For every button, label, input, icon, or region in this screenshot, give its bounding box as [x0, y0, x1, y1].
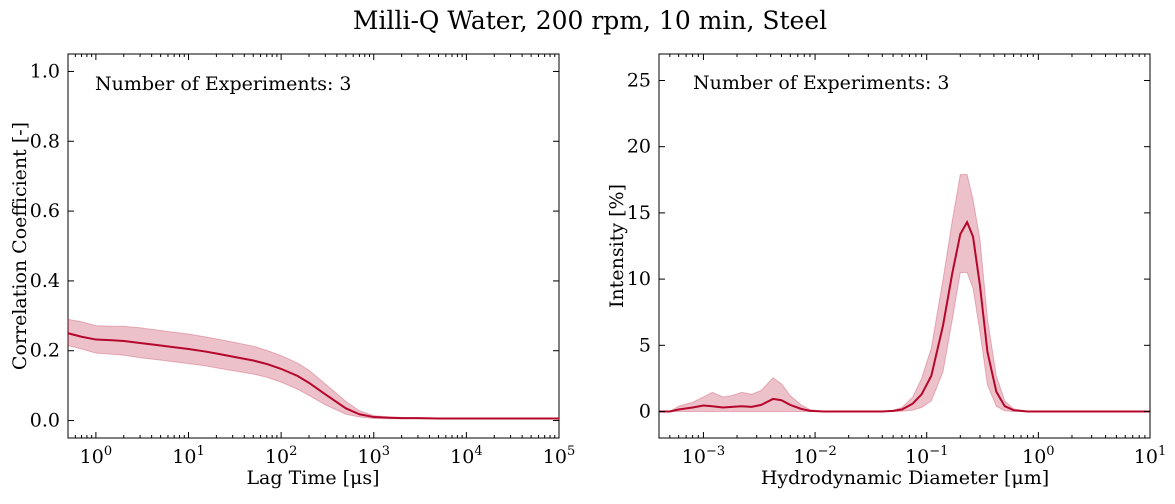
x-axis-label: Lag Time [μs]	[246, 467, 379, 489]
size-distribution-plot: 10−3 10−2 10−1 100 101 0 5 10 15 20 25 Number of E…	[606, 53, 1166, 489]
x-tick-label: 10−3	[682, 444, 725, 468]
y-tick-label: 0	[639, 401, 651, 423]
confidence-band	[67, 318, 560, 420]
annotation-text: Number of Experiments: 3	[95, 73, 351, 95]
y-axis-label: Intensity [%]	[606, 184, 628, 308]
tick-layer: 10−3 10−2 10−1 100 101 0 5 10 15 20 25	[627, 54, 1166, 468]
x-tick-label: 101	[1134, 444, 1166, 468]
annotation-text: Number of Experiments: 3	[693, 72, 949, 94]
tick-layer: 100 101 102 103 104 105 0.0 0.2 0.4 0.6 0.8 1.0	[30, 54, 575, 468]
y-axis-label: Correlation Coefficient [-]	[9, 122, 31, 370]
mean-line	[659, 219, 1150, 413]
plot-frame	[658, 53, 1151, 439]
x-tick-label: 103	[358, 444, 390, 468]
y-tick-label: 0.2	[30, 340, 60, 362]
y-tick-label: 0.0	[30, 410, 60, 432]
x-tick-label: 105	[543, 444, 575, 468]
line-layer	[659, 219, 1150, 413]
band-layer	[67, 318, 560, 420]
x-tick-label: 104	[450, 444, 482, 468]
confidence-band	[659, 174, 1150, 413]
y-tick-label: 5	[639, 334, 651, 356]
y-tick-label: 0.6	[30, 200, 60, 222]
x-tick-label: 10−2	[793, 444, 836, 468]
mean-line	[67, 332, 559, 420]
figure-title: Milli-Q Water, 200 rpm, 10 min, Steel	[353, 6, 827, 35]
y-tick-label: 25	[627, 69, 651, 91]
x-tick-label: 102	[265, 444, 297, 468]
plot-frame	[67, 53, 560, 439]
x-tick-label: 10−1	[905, 444, 948, 468]
y-tick-label: 10	[627, 268, 651, 290]
x-tick-label: 101	[172, 444, 204, 468]
y-tick-label: 20	[627, 136, 651, 158]
x-tick-label: 100	[80, 444, 112, 468]
correlation-plot: 100 101 102 103 104 105 0.0 0.2 0.4 0.6 0.8 1.0 Num…	[9, 53, 575, 489]
y-tick-label: 15	[627, 202, 651, 224]
y-tick-label: 0.4	[30, 270, 60, 292]
y-tick-label: 0.8	[30, 130, 60, 152]
line-layer	[67, 332, 559, 420]
x-tick-label: 100	[1022, 444, 1054, 468]
x-axis-label: Hydrodynamic Diameter [μm]	[761, 467, 1049, 489]
y-tick-label: 1.0	[30, 60, 60, 82]
band-layer	[659, 174, 1150, 413]
